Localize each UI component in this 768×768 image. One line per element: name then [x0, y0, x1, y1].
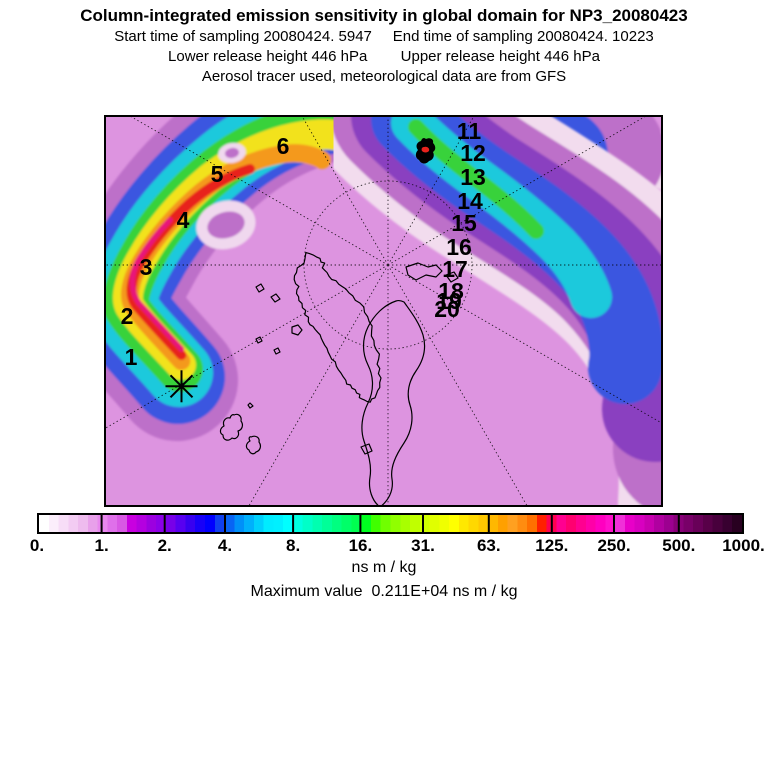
svg-text:6: 6: [277, 133, 290, 159]
svg-text:2: 2: [121, 303, 134, 329]
svg-text:5: 5: [211, 161, 224, 187]
svg-text:20: 20: [434, 296, 460, 322]
svg-text:3: 3: [140, 254, 153, 280]
svg-text:13: 13: [460, 164, 486, 190]
svg-text:15: 15: [451, 210, 477, 236]
svg-text:12: 12: [460, 140, 486, 166]
svg-text:1: 1: [125, 344, 138, 370]
svg-text:4: 4: [177, 207, 190, 233]
